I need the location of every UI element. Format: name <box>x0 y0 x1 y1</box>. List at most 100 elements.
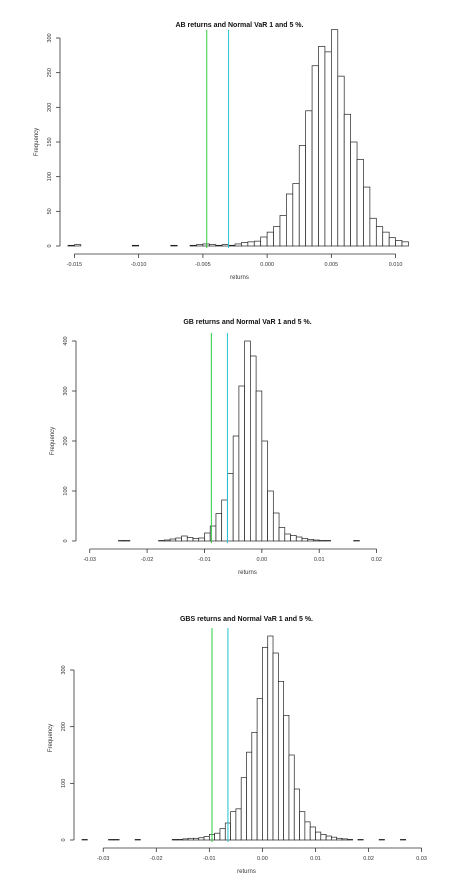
histogram-bar <box>234 243 242 247</box>
histogram-bar <box>346 839 353 841</box>
x-tick-label: -0.02 <box>150 856 163 862</box>
y-axis-label: Frequency <box>50 427 56 455</box>
histogram-bar <box>253 240 262 247</box>
histogram-gb: GB returns and Normal VaR 1 and 5 %. -0.0… <box>50 319 382 576</box>
histogram-bar <box>284 533 291 542</box>
y-tick-label: 100 <box>61 779 67 788</box>
histogram-bar <box>240 777 247 841</box>
y-tick-label: 200 <box>61 722 67 731</box>
histogram-bar <box>177 839 184 841</box>
x-tick-label: 0.010 <box>389 262 403 268</box>
x-tick-label: 0.01 <box>310 856 321 862</box>
histogram-bar <box>193 837 200 841</box>
x-tick-label: -0.010 <box>131 262 147 268</box>
histogram-bar <box>395 240 403 247</box>
histogram-bar <box>169 538 177 542</box>
histogram-gbs: GBS returns and Normal VaR 1 and 5 %. -0.… <box>48 616 427 875</box>
histogram-bar <box>235 808 242 841</box>
histogram-bar <box>336 837 343 841</box>
histogram-bar <box>215 513 223 542</box>
histogram-bar <box>204 532 211 542</box>
x-tick-label: 0.00 <box>256 557 267 563</box>
x-tick-label: 0.005 <box>324 262 338 268</box>
histogram-bar <box>331 836 338 841</box>
histogram-bar <box>108 839 115 841</box>
histogram-bar <box>315 831 322 841</box>
histogram-bar <box>198 837 205 841</box>
histogram-bar <box>353 540 360 542</box>
histogram-bar <box>375 226 384 247</box>
histogram-bar <box>350 141 358 247</box>
histogram-bar <box>343 113 351 247</box>
y-tick-label: 200 <box>63 436 69 445</box>
histogram-bar <box>283 714 290 841</box>
x-tick-label: 0.02 <box>371 557 382 563</box>
histogram-bar <box>187 837 194 841</box>
y-tick-label: 200 <box>47 103 53 112</box>
histogram-bar <box>196 244 204 247</box>
histogram-bar <box>277 680 284 841</box>
y-tick-label: 0 <box>61 838 67 841</box>
y-tick-label: 150 <box>47 137 53 146</box>
x-tick-label: 0.03 <box>416 856 427 862</box>
histogram-bar <box>158 540 165 542</box>
histogram-bar <box>182 838 189 841</box>
histogram-bar <box>311 65 319 247</box>
histogram-bar <box>318 45 326 247</box>
histogram-bar <box>318 540 326 542</box>
histogram-bar <box>221 499 228 542</box>
histogram-bar <box>241 242 249 247</box>
histogram-bar <box>261 440 268 542</box>
x-tick-label: -0.015 <box>67 262 83 268</box>
y-tick-label: 250 <box>47 68 53 77</box>
histogram-bar <box>400 839 407 841</box>
histogram-bar <box>202 243 210 247</box>
histogram-bar <box>272 512 280 542</box>
histogram-bar <box>363 186 371 247</box>
histogram-bar <box>215 244 223 247</box>
histogram-bar <box>272 652 279 841</box>
histogram-bar <box>325 835 332 841</box>
x-tick-label: 0.01 <box>314 557 325 563</box>
histogram-bar <box>298 145 307 247</box>
histogram-bar <box>260 236 268 247</box>
histogram-bar <box>290 535 297 542</box>
histogram-bar <box>356 158 364 247</box>
histogram-bar <box>304 821 311 841</box>
histogram-bar <box>113 839 120 841</box>
y-tick-label: 400 <box>63 336 69 345</box>
histogram-bar <box>307 539 314 542</box>
histogram-bar <box>208 244 217 247</box>
histogram-bar <box>181 535 188 542</box>
histogram-bar <box>273 226 281 247</box>
x-axis-label: returns <box>238 570 257 576</box>
histogram-bar <box>331 29 339 247</box>
x-tick-label: 0.02 <box>363 856 374 862</box>
y-tick-label: 0 <box>47 244 53 247</box>
histogram-bar <box>388 237 396 247</box>
histogram-bar <box>378 839 385 841</box>
x-axis-label: returns <box>237 869 256 875</box>
y-tick-label: 0 <box>63 539 69 542</box>
histogram-bar <box>262 646 269 841</box>
histogram-bar <box>369 217 377 247</box>
y-tick-label: 300 <box>63 386 69 395</box>
histogram-bar <box>189 244 197 247</box>
histogram-bar <box>299 811 306 841</box>
histogram-bar <box>295 536 303 542</box>
x-tick-label: -0.03 <box>83 557 96 563</box>
histogram-bar <box>251 731 258 841</box>
histogram-bar <box>320 833 327 841</box>
histogram-bar <box>230 811 237 841</box>
x-tick-label: 0.00 <box>257 856 268 862</box>
chart-title: AB returns and Normal VaR 1 and 5 %. <box>176 22 304 29</box>
histogram-bar <box>256 697 263 841</box>
histogram-bar <box>250 355 257 542</box>
histogram-bar <box>255 390 263 542</box>
y-tick-label: 50 <box>47 208 53 214</box>
histogram-bar <box>175 537 182 542</box>
histogram-bar <box>171 839 178 841</box>
histogram-bar <box>192 538 200 542</box>
y-tick-label: 300 <box>61 665 67 674</box>
